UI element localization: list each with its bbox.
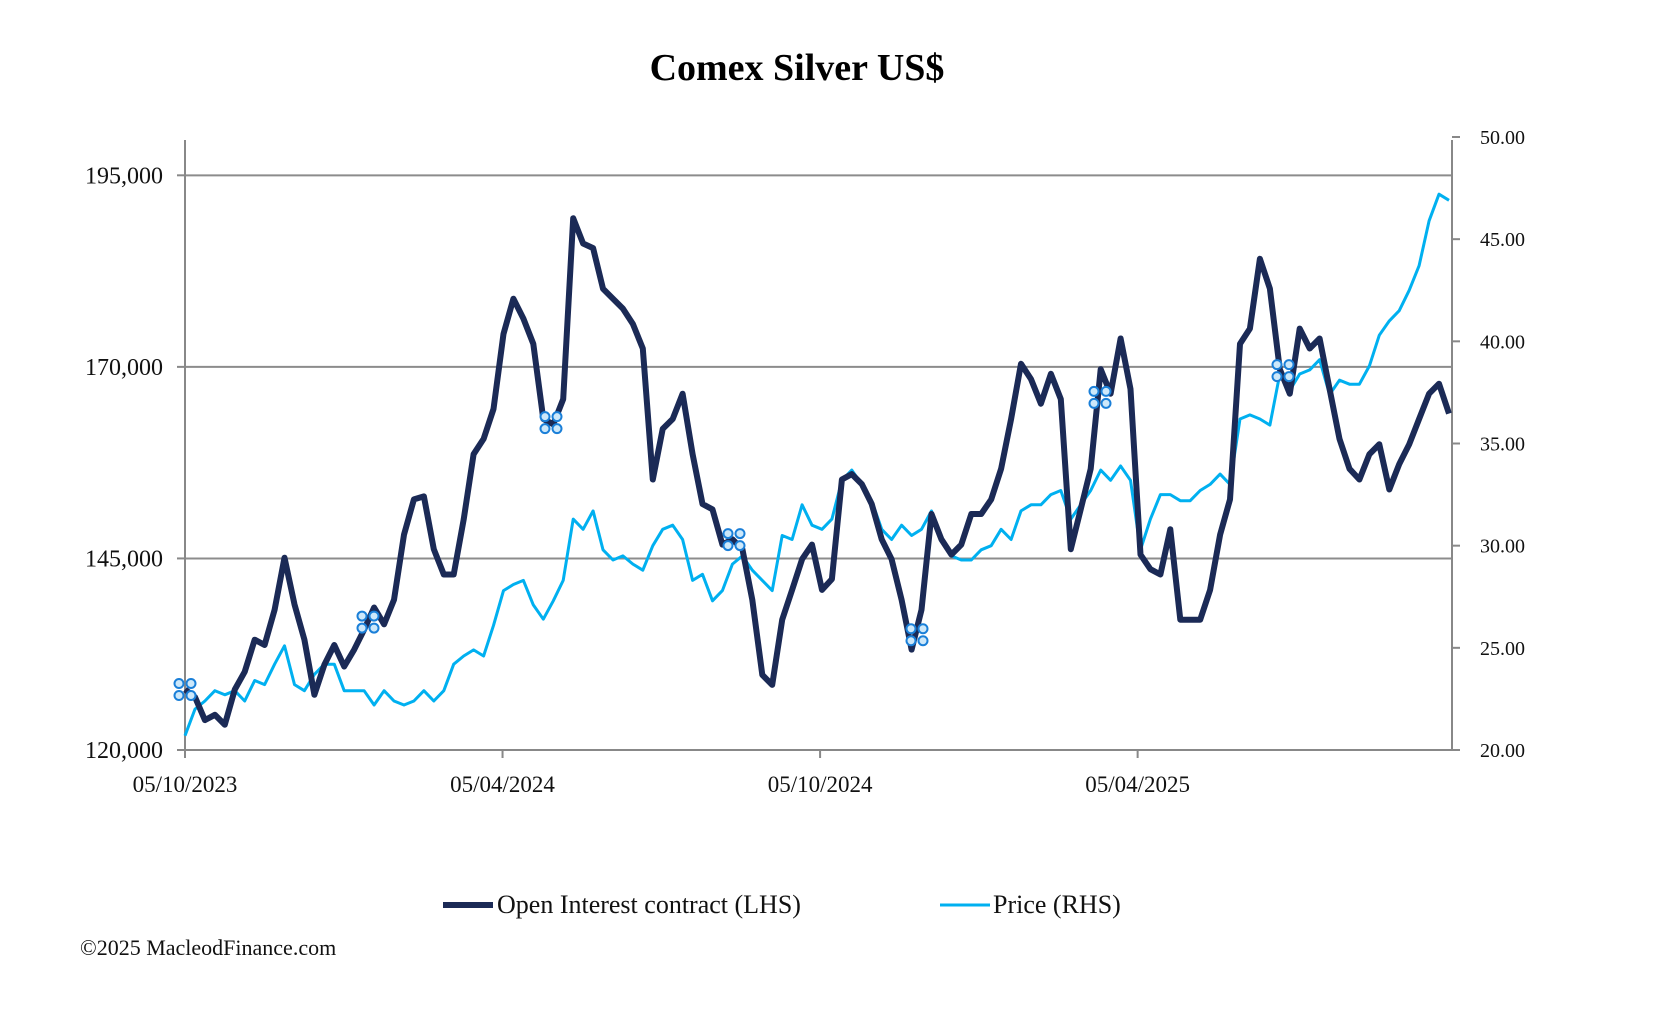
handle-dot	[917, 635, 929, 647]
handle-dot	[734, 540, 746, 552]
handle-dot	[1100, 385, 1112, 397]
handle-dot	[551, 423, 563, 435]
selection-handle-group	[1088, 385, 1112, 409]
left-tick-label: 145,000	[85, 546, 163, 572]
handle-dot	[368, 622, 380, 634]
handle-dot	[722, 540, 734, 552]
x-tick-label: 05/04/2024	[450, 772, 555, 797]
handle-dot	[1088, 385, 1100, 397]
legend: Open Interest contract (LHS) Price (RHS)	[443, 890, 1121, 919]
right-tick-label: 35.00	[1480, 434, 1525, 456]
selection-handles	[173, 359, 1295, 701]
right-tick-label: 45.00	[1480, 229, 1525, 251]
selection-handle-group	[722, 528, 746, 552]
legend-label-open-interest: Open Interest contract (LHS)	[497, 890, 801, 919]
right-tick-label: 40.00	[1480, 331, 1525, 353]
left-tick-label: 170,000	[85, 355, 163, 381]
handle-dot	[722, 528, 734, 540]
right-tick-label: 50.00	[1480, 127, 1525, 149]
handle-dot	[185, 677, 197, 689]
series-line-price	[183, 192, 1450, 737]
handle-dot	[1271, 371, 1283, 383]
legend-label-price: Price (RHS)	[993, 890, 1121, 919]
handle-dot	[905, 623, 917, 635]
handle-dot	[368, 610, 380, 622]
left-tick-labels: 120,000 145,000 170,000 195,000	[85, 163, 163, 764]
handle-dot	[356, 622, 368, 634]
handle-dot	[173, 689, 185, 701]
series-line-open-interest	[183, 215, 1452, 728]
x-tick-label: 05/04/2025	[1085, 772, 1190, 797]
selection-handle-group	[356, 610, 380, 634]
right-tick-label: 20.00	[1480, 740, 1525, 762]
handle-dot	[734, 528, 746, 540]
handle-dot	[551, 411, 563, 423]
handle-dot	[1100, 397, 1112, 409]
handle-dot	[1283, 359, 1295, 371]
handle-dot	[539, 411, 551, 423]
x-tick-label: 05/10/2024	[768, 772, 873, 797]
handle-dot	[917, 623, 929, 635]
handle-dot	[173, 677, 185, 689]
handle-dot	[1283, 371, 1295, 383]
handle-dot	[356, 610, 368, 622]
selection-handle-group	[905, 623, 929, 647]
left-tick-label: 195,000	[85, 163, 163, 189]
gridlines	[177, 136, 1460, 758]
left-tick-label: 120,000	[85, 738, 163, 764]
right-tick-label: 25.00	[1480, 638, 1525, 660]
x-tick-labels: 05/10/2023 05/04/2024 05/10/2024 05/04/2025	[133, 772, 1190, 797]
x-tick-label: 05/10/2023	[133, 772, 238, 797]
handle-dot	[1271, 359, 1283, 371]
chart-title: Comex Silver US$	[650, 47, 945, 89]
right-tick-labels: 20.00 25.00 30.00 35.00 40.00 45.00 50.00	[1480, 127, 1525, 762]
right-tick-label: 30.00	[1480, 536, 1525, 558]
handle-dot	[905, 635, 917, 647]
copyright: ©2025 MacleodFinance.com	[80, 935, 336, 960]
handle-dot	[539, 423, 551, 435]
selection-handle-group	[173, 677, 197, 701]
handle-dot	[185, 689, 197, 701]
selection-handle-group	[539, 411, 563, 435]
handle-dot	[1088, 397, 1100, 409]
selection-handle-group	[1271, 359, 1295, 383]
